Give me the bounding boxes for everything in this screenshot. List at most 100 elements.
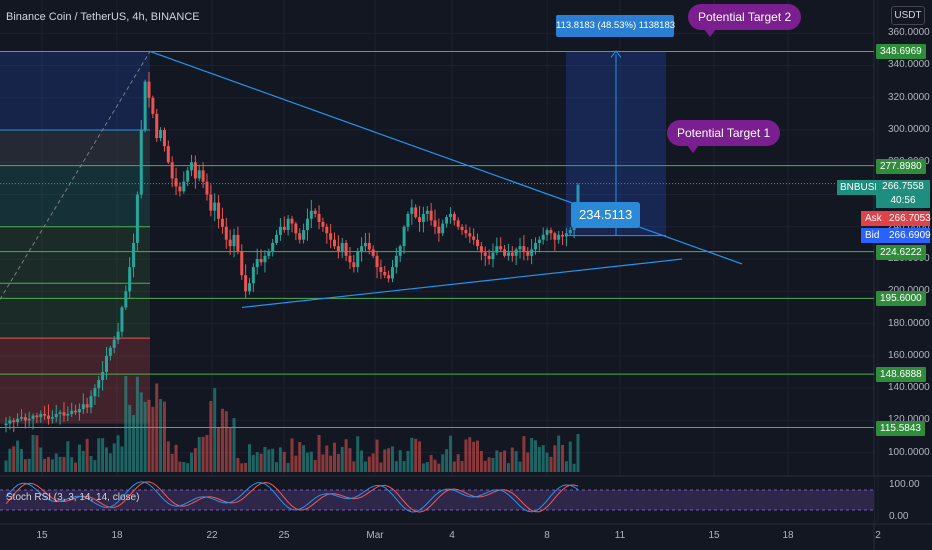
- candle-body: [561, 234, 565, 237]
- candle-body: [27, 418, 31, 421]
- volume-bar: [491, 457, 495, 472]
- volume-bar: [371, 453, 375, 472]
- volume-bar: [66, 441, 70, 472]
- volume-bar: [47, 457, 51, 472]
- price-tick-label: 140.0000: [888, 382, 930, 394]
- volume-bar: [383, 449, 387, 472]
- candle-body: [499, 246, 503, 250]
- candle-body: [120, 307, 124, 332]
- candle-body: [275, 234, 279, 243]
- volume-bar: [321, 454, 325, 472]
- candle-body: [190, 162, 194, 171]
- volume-bar: [298, 442, 302, 472]
- volume-bar: [503, 450, 507, 472]
- volume-bar: [545, 452, 549, 472]
- candle-body: [93, 388, 97, 397]
- lower-trend-line: [241, 258, 683, 309]
- zone-top: [0, 51, 150, 131]
- candle-body: [178, 186, 182, 192]
- target-2-callout[interactable]: Potential Target 2: [688, 4, 802, 37]
- rsi-tick-label: 100.00: [889, 479, 920, 490]
- candle-body: [503, 249, 507, 256]
- candle-body: [309, 210, 313, 219]
- volume-bar: [302, 445, 306, 472]
- candle-body: [533, 242, 537, 250]
- volume-bar: [495, 450, 499, 472]
- target-1-callout[interactable]: Potential Target 1: [667, 120, 781, 153]
- volume-bar: [510, 447, 514, 472]
- price-tick-label: 340.0000: [888, 59, 930, 71]
- volume-bar: [456, 454, 460, 472]
- candle-body: [456, 220, 460, 227]
- candle-body: [437, 226, 441, 234]
- volume-bar: [244, 462, 248, 472]
- volume-bar: [43, 458, 47, 472]
- volume-bar: [151, 406, 155, 472]
- volume-bar: [564, 461, 568, 472]
- candle-body: [549, 230, 553, 234]
- volume-bar: [232, 418, 236, 472]
- candle-body: [193, 162, 197, 179]
- candle-body: [4, 423, 8, 426]
- candle-body: [81, 404, 85, 410]
- candle-body: [147, 81, 151, 98]
- candle-body: [104, 355, 108, 372]
- candle-body: [464, 230, 468, 234]
- candle-body: [267, 251, 271, 256]
- candle-body: [70, 410, 74, 414]
- candle-body: [445, 217, 449, 224]
- candle-body: [402, 226, 406, 247]
- candle-body: [333, 239, 337, 247]
- volume-bar: [329, 455, 333, 472]
- candlesticks: [4, 71, 580, 433]
- current-price-callout: 234.5113: [571, 202, 641, 228]
- volume-bar: [375, 439, 379, 472]
- candle-body: [329, 233, 333, 240]
- volume-bar: [162, 401, 166, 472]
- candle-body: [460, 226, 464, 231]
- rsi-k-line: [5, 481, 579, 513]
- candle-body: [564, 233, 568, 237]
- candle-body: [197, 170, 201, 179]
- indicator-label[interactable]: Stoch RSI (3, 3, 14, 14, close): [6, 492, 140, 503]
- candle-body: [162, 130, 166, 147]
- candle-body: [506, 252, 510, 256]
- candle-body: [23, 417, 27, 421]
- candle-body: [35, 415, 39, 418]
- volume-bar: [23, 459, 27, 472]
- fib-diagonal: [0, 51, 151, 300]
- volume-bar: [170, 453, 174, 472]
- currency-selector[interactable]: USDT: [891, 6, 925, 25]
- price-tick-label: 320.0000: [888, 91, 930, 103]
- candle-body: [97, 380, 101, 389]
- volume-bar: [16, 440, 20, 472]
- candle-body: [232, 234, 236, 247]
- candle-body: [290, 218, 294, 224]
- candle-body: [545, 230, 549, 235]
- bid-badge: Bid 266.6909: [861, 228, 931, 243]
- volume-bar: [398, 450, 402, 472]
- time-tick-label: 8: [544, 530, 550, 541]
- volume-bar: [394, 461, 398, 472]
- volume-bar: [197, 437, 201, 472]
- volume-bar: [240, 463, 244, 472]
- volume-bar: [159, 399, 163, 472]
- volume-bar: [124, 376, 128, 472]
- candle-body: [526, 251, 530, 256]
- price-tick-label: 100.0000: [888, 446, 930, 458]
- volume-bar: [414, 438, 418, 472]
- candle-body: [406, 213, 410, 227]
- volume-bar: [356, 436, 360, 472]
- candle-body: [356, 251, 360, 268]
- volume-bar: [31, 434, 35, 472]
- volume-bar: [278, 447, 282, 472]
- candle-body: [43, 413, 47, 416]
- candle-body: [101, 371, 105, 381]
- candle-body: [209, 194, 213, 211]
- candle-body: [16, 418, 20, 422]
- volume-bar: [441, 454, 445, 472]
- volume-bar: [205, 434, 209, 472]
- volume-bar: [514, 451, 518, 472]
- candle-body: [313, 210, 317, 214]
